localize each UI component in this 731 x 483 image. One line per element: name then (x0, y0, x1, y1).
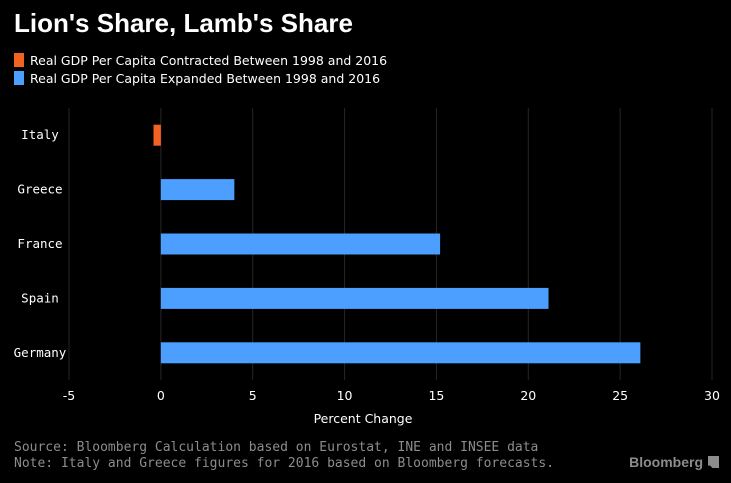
bar-italy (153, 124, 161, 146)
brand-name: Bloomberg (629, 454, 703, 470)
category-label-germany: Germany (14, 345, 67, 360)
source-note: Source: Bloomberg Calculation based on E… (14, 440, 539, 455)
legend-label-expanded: Real GDP Per Capita Expanded Between 199… (30, 70, 381, 86)
bar-france (160, 233, 441, 255)
x-tick-label: -5 (63, 388, 75, 403)
x-tick-label: 15 (428, 388, 444, 403)
category-label-spain: Spain (21, 290, 59, 305)
bar-spain (160, 287, 549, 309)
bookmark-icon (708, 456, 719, 468)
legend-item-contracted: Real GDP Per Capita Contracted Between 1… (14, 52, 387, 68)
x-tick-label: 5 (249, 388, 257, 403)
x-tick-label: 20 (520, 388, 536, 403)
legend-label-contracted: Real GDP Per Capita Contracted Between 1… (30, 52, 388, 68)
brand-logo: Bloomberg (629, 454, 719, 470)
footnote: Note: Italy and Greece figures for 2016 … (14, 456, 555, 471)
category-labels: Italy Greece France Spain Germany (14, 127, 67, 360)
bar-greece (160, 179, 235, 201)
x-tick-label: 10 (337, 388, 353, 403)
legend-swatch-expanded (14, 71, 24, 85)
x-tick-label: 30 (704, 388, 720, 403)
bars (153, 124, 641, 364)
legend-item-expanded: Real GDP Per Capita Expanded Between 199… (14, 70, 380, 86)
x-tick-labels: -5 0 5 10 15 20 25 30 (63, 388, 720, 403)
chart-title: Lion's Share, Lamb's Share (14, 8, 353, 38)
x-axis-title: Percent Change (314, 411, 413, 426)
bar-germany (160, 342, 641, 364)
x-tick-label: 25 (612, 388, 628, 403)
category-label-italy: Italy (21, 127, 59, 142)
legend-swatch-contracted (14, 53, 24, 67)
category-label-france: France (17, 236, 62, 251)
x-tick-label: 0 (157, 388, 165, 403)
category-label-greece: Greece (17, 182, 62, 197)
